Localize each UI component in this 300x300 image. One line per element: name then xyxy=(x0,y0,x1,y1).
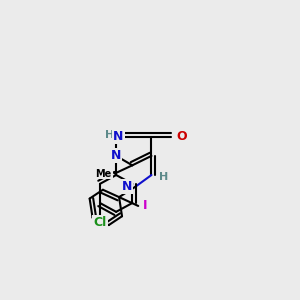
Text: O: O xyxy=(176,130,187,143)
Text: N: N xyxy=(122,180,132,193)
Text: H: H xyxy=(105,130,115,140)
Text: Cl: Cl xyxy=(93,216,106,229)
Text: N: N xyxy=(111,149,121,162)
Text: Me: Me xyxy=(95,169,112,178)
Text: N: N xyxy=(113,130,124,143)
Text: I: I xyxy=(142,200,147,212)
Text: H: H xyxy=(159,172,168,182)
